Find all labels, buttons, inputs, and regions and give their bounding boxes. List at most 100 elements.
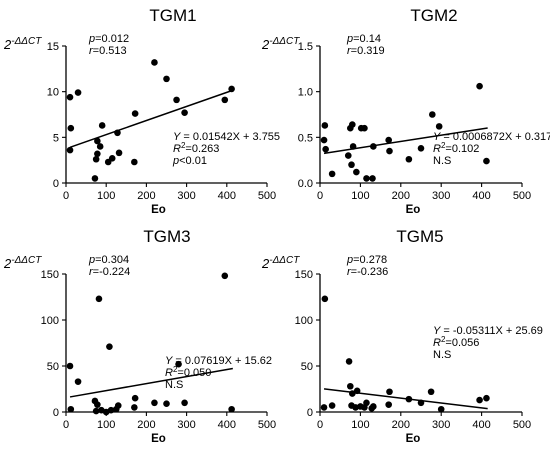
regression-equation: Y = 0.07619X + 15.62 (165, 355, 272, 367)
data-point (386, 388, 393, 396)
stat-r: r=0.513 (89, 45, 127, 57)
x-axis-label: Eo (406, 204, 421, 216)
regression-equation: Y = -0.05311X + 25.69 (433, 325, 543, 337)
data-point (228, 85, 235, 93)
data-point (175, 360, 182, 368)
y-tick-label: 50 (301, 361, 313, 373)
x-tick-label: 500 (258, 190, 276, 202)
data-point (320, 404, 328, 411)
data-point (321, 295, 329, 303)
data-point (95, 295, 103, 303)
y-tick-label: 0 (53, 178, 59, 190)
y-tick-label: 100 (295, 315, 313, 327)
data-point (385, 401, 392, 408)
data-point (96, 143, 104, 150)
data-point (476, 396, 483, 404)
y-tick-label: 100 (41, 315, 59, 327)
data-point (67, 405, 75, 413)
data-point (92, 155, 100, 163)
y-tick-label: 150 (41, 269, 59, 281)
y-tick-label: 1.0 (298, 87, 313, 99)
y-axis-label: 2-ΔΔCT (261, 36, 300, 52)
data-point (349, 143, 357, 150)
y-tick-label: 150 (295, 269, 313, 281)
x-tick-label: 0 (63, 419, 69, 431)
y-tick-label: 10 (47, 87, 59, 99)
y-tick-label: 5 (53, 132, 59, 144)
x-axis-label: Eo (151, 204, 166, 216)
data-point (67, 124, 75, 132)
data-point (353, 387, 361, 395)
data-point (363, 399, 370, 407)
x-tick-label: 400 (472, 419, 490, 431)
data-point (94, 150, 101, 158)
y-tick-label: 0 (53, 407, 59, 419)
data-point (361, 124, 368, 132)
y-tick-label: 15 (47, 41, 59, 53)
data-point (173, 96, 180, 104)
stat-p: p=0.278 (346, 254, 387, 266)
y-tick-label: 1.5 (298, 41, 313, 53)
data-point (349, 121, 356, 128)
stat-p: p=0.012 (88, 33, 129, 45)
data-point (98, 122, 106, 129)
data-point (370, 143, 377, 150)
data-point (427, 388, 435, 396)
x-tick-label: 0 (317, 190, 323, 202)
panel-tgm3: 0 100 200 300 400 500 0 50 100 150 TGM3 2-ΔΔCT Eo p=0… (3, 227, 276, 445)
data-point (74, 89, 82, 96)
data-point (108, 155, 116, 162)
data-point (483, 394, 490, 402)
panel-tgm5: 0 100 200 300 400 500 0 50 100 150 TGM5 2-ΔΔCT Eo p=0… (261, 227, 543, 445)
data-point (347, 382, 354, 390)
data-point (228, 405, 235, 413)
significance: p<0.01 (172, 155, 207, 167)
x-axis-label: Eo (406, 433, 421, 445)
r-squared: R2=0.056 (433, 335, 479, 349)
significance: N.S (165, 379, 183, 391)
data-point (344, 152, 352, 159)
x-tick-label: 200 (392, 190, 410, 202)
data-point (370, 403, 377, 410)
data-point (363, 175, 370, 182)
data-point (369, 175, 376, 182)
data-point (107, 406, 115, 414)
data-point (386, 147, 393, 155)
x-tick-label: 100 (97, 419, 115, 431)
data-point (349, 390, 356, 397)
data-point (429, 111, 436, 118)
x-tick-label: 100 (351, 419, 369, 431)
data-point (348, 161, 355, 169)
chart-title: TGM1 (149, 6, 196, 25)
data-point (417, 144, 425, 152)
y-tick-label: 50 (47, 361, 59, 373)
y-tick-label: 0.5 (298, 132, 313, 144)
data-point (151, 59, 158, 66)
data-point (114, 402, 122, 409)
data-point (151, 399, 158, 407)
data-point (66, 93, 74, 101)
data-point (405, 155, 413, 163)
data-point (181, 109, 188, 116)
x-tick-label: 300 (432, 419, 450, 431)
data-point (321, 122, 329, 129)
chart-title: TGM3 (143, 227, 190, 246)
data-point (74, 378, 82, 385)
regression-equation: Y = 0.0006872X + 0.3173 (433, 131, 550, 143)
data-point (131, 394, 139, 402)
data-point (163, 400, 170, 408)
data-point (353, 168, 360, 176)
chart-title: TGM2 (410, 6, 457, 25)
data-point (114, 129, 121, 137)
data-point (221, 96, 229, 104)
x-tick-label: 500 (513, 419, 531, 431)
x-tick-label: 100 (351, 190, 369, 202)
data-point (476, 82, 483, 90)
panel-tgm1: 0 100 200 300 400 500 0 5 10 15 TGM1 2-ΔΔCT Eo p=0.01… (3, 6, 280, 216)
x-tick-label: 500 (513, 190, 531, 202)
chart-title: TGM5 (396, 227, 443, 246)
x-tick-label: 300 (177, 419, 195, 431)
data-point (66, 146, 74, 154)
x-tick-label: 200 (392, 419, 410, 431)
data-point (181, 399, 188, 407)
